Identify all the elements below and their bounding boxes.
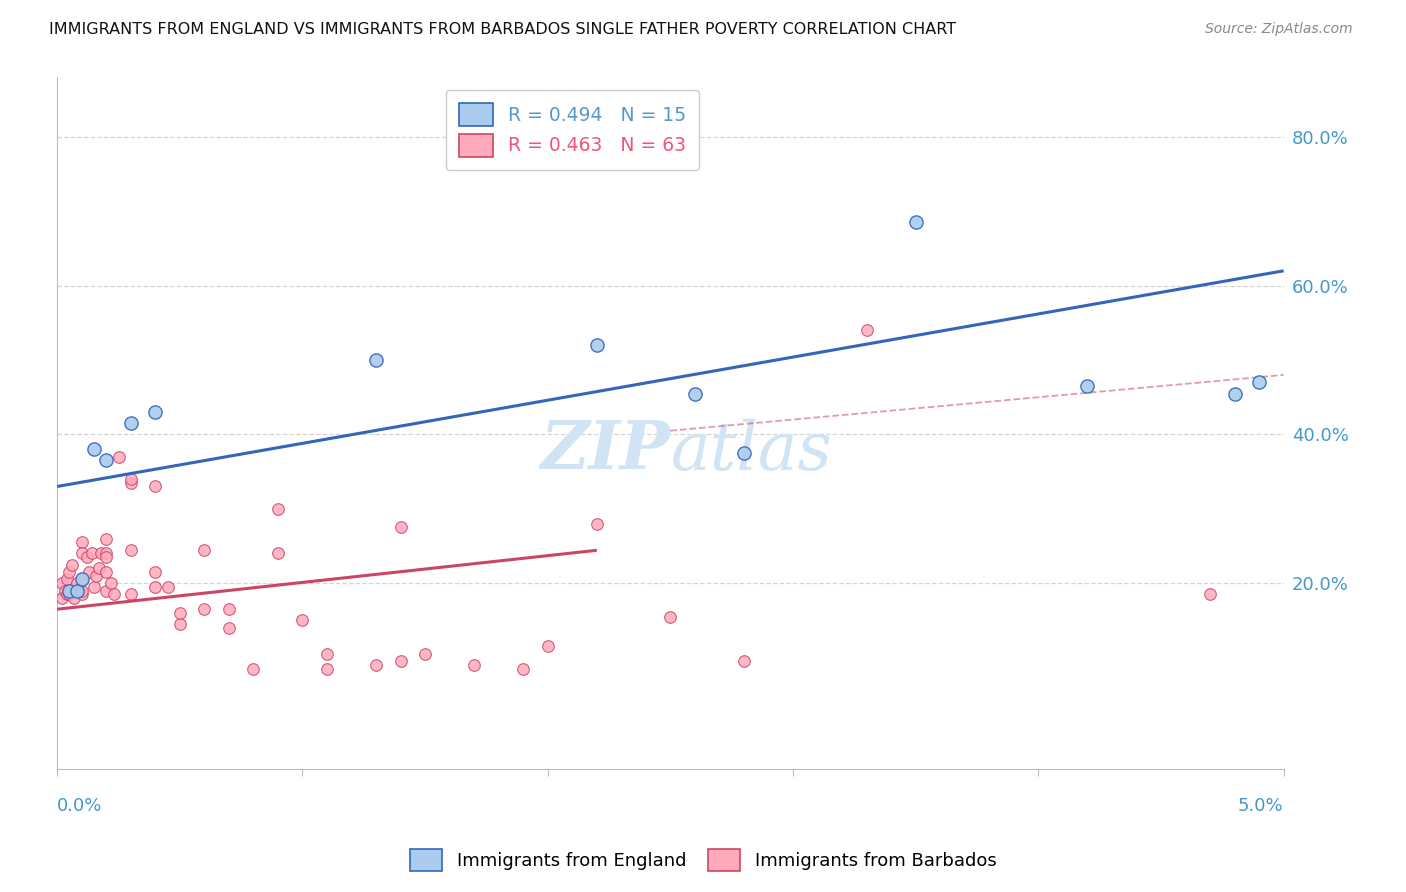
Point	[733, 446, 755, 460]
Point	[70, 535, 93, 549]
Point	[77, 565, 100, 579]
Point	[63, 591, 86, 605]
Point	[316, 647, 339, 661]
Point	[70, 583, 93, 598]
Text: IMMIGRANTS FROM ENGLAND VS IMMIGRANTS FROM BARBADOS SINGLE FATHER POVERTY CORREL: IMMIGRANTS FROM ENGLAND VS IMMIGRANTS FR…	[49, 22, 956, 37]
Point	[53, 583, 76, 598]
Point	[585, 338, 607, 352]
Point	[585, 516, 607, 531]
Point	[683, 386, 706, 401]
Text: Source: ZipAtlas.com: Source: ZipAtlas.com	[1205, 22, 1353, 37]
Point	[156, 580, 179, 594]
Point	[1249, 376, 1271, 390]
Text: atlas: atlas	[671, 418, 832, 483]
Point	[51, 591, 73, 605]
Point	[143, 565, 166, 579]
Point	[100, 576, 122, 591]
Point	[58, 565, 80, 579]
Point	[291, 613, 314, 627]
Point	[83, 442, 105, 457]
Point	[120, 587, 142, 601]
Point	[66, 583, 89, 598]
Legend: Immigrants from England, Immigrants from Barbados: Immigrants from England, Immigrants from…	[402, 842, 1004, 879]
Point	[96, 532, 118, 546]
Point	[193, 602, 215, 616]
Point	[51, 576, 73, 591]
Point	[60, 558, 83, 572]
Point	[1076, 379, 1098, 393]
Point	[96, 546, 118, 560]
Point	[143, 580, 166, 594]
Point	[86, 568, 108, 582]
Point	[413, 647, 436, 661]
Point	[267, 546, 290, 560]
Point	[218, 602, 240, 616]
Point	[70, 573, 93, 587]
Point	[169, 617, 191, 632]
Point	[463, 657, 485, 672]
Point	[120, 417, 142, 431]
Point	[96, 583, 118, 598]
Point	[96, 565, 118, 579]
Point	[364, 353, 387, 368]
Point	[389, 654, 412, 668]
Point	[70, 546, 93, 560]
Point	[107, 450, 129, 464]
Point	[143, 405, 166, 419]
Point	[87, 561, 110, 575]
Point	[389, 520, 412, 534]
Point	[90, 546, 112, 560]
Text: ZIP: ZIP	[540, 418, 671, 483]
Point	[733, 654, 755, 668]
Point	[120, 472, 142, 486]
Text: 5.0%: 5.0%	[1239, 797, 1284, 814]
Point	[1223, 386, 1246, 401]
Point	[67, 583, 90, 598]
Point	[66, 576, 89, 591]
Point	[659, 609, 682, 624]
Point	[193, 542, 215, 557]
Legend: R = 0.494   N = 15, R = 0.463   N = 63: R = 0.494 N = 15, R = 0.463 N = 63	[446, 90, 699, 169]
Point	[56, 573, 79, 587]
Point	[218, 621, 240, 635]
Point	[316, 662, 339, 676]
Point	[1199, 587, 1222, 601]
Point	[242, 662, 264, 676]
Text: 0.0%: 0.0%	[58, 797, 103, 814]
Point	[904, 215, 927, 229]
Point	[80, 546, 103, 560]
Point	[103, 587, 125, 601]
Point	[96, 453, 118, 467]
Point	[76, 550, 98, 565]
Point	[58, 583, 80, 598]
Point	[143, 479, 166, 493]
Point	[169, 606, 191, 620]
Point	[855, 323, 877, 337]
Point	[58, 587, 80, 601]
Point	[512, 662, 534, 676]
Point	[96, 550, 118, 565]
Point	[70, 573, 93, 587]
Point	[537, 640, 560, 654]
Point	[70, 587, 93, 601]
Point	[267, 501, 290, 516]
Point	[364, 657, 387, 672]
Point	[56, 587, 79, 601]
Point	[120, 542, 142, 557]
Point	[120, 475, 142, 490]
Point	[83, 580, 105, 594]
